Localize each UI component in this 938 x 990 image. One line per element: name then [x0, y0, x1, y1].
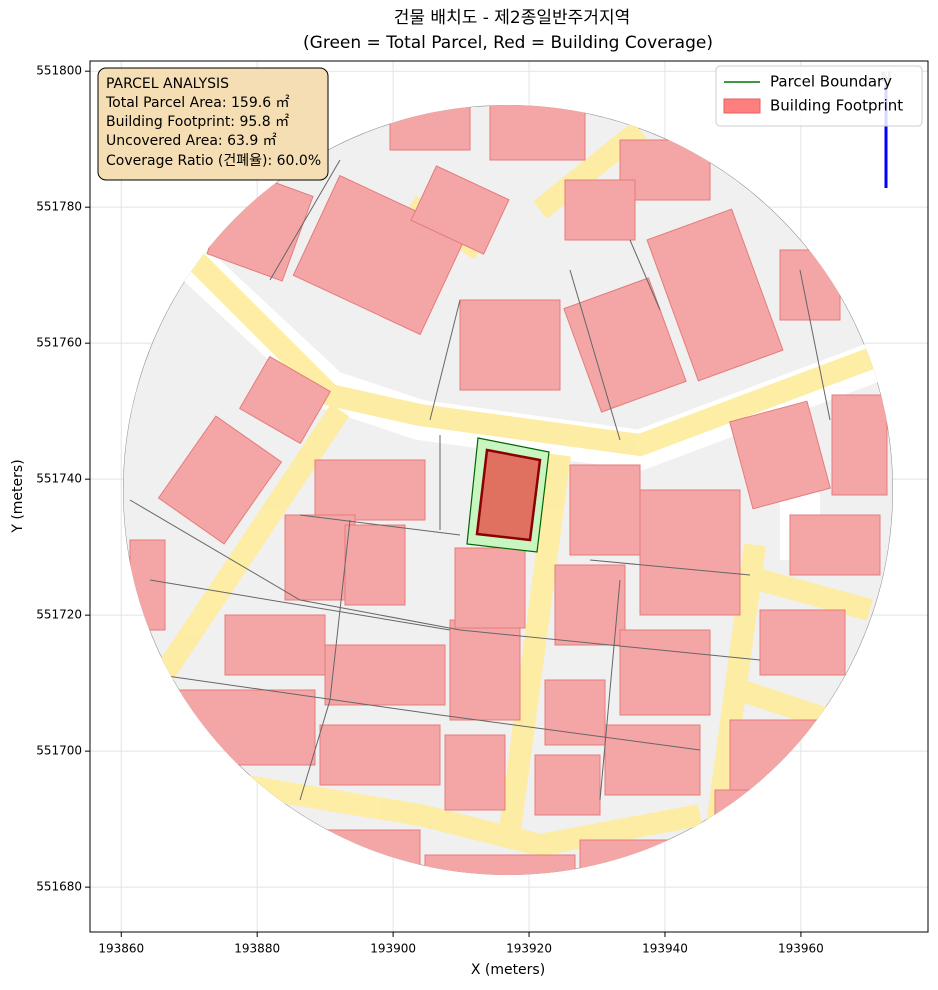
legend-label: Parcel Boundary [770, 73, 892, 91]
legend-box [715, 65, 923, 127]
x-tick-label: 193960 [778, 942, 824, 956]
x-tick-label: 193940 [642, 942, 688, 956]
legend-swatch [723, 98, 761, 114]
x-tick-label: 193880 [234, 942, 280, 956]
annotation-line: Uncovered Area: 63.9 ㎡ [106, 133, 277, 149]
target-building [475, 448, 542, 542]
y-tick-label: 551740 [36, 472, 82, 486]
annotation-line: Building Footprint: 95.8 ㎡ [106, 114, 289, 130]
chart-title: 건물 배치도 - 제2종일반주거지역 [394, 8, 630, 28]
x-axis-label: X (meters) [471, 962, 545, 978]
y-tick-label: 551780 [36, 200, 82, 214]
parcel-lines [129, 159, 831, 801]
y-tick-label: 551720 [36, 608, 82, 622]
y-tick-label: 551680 [36, 880, 82, 894]
y-tick-label: 551700 [36, 744, 82, 758]
plot-frame [89, 60, 929, 933]
x-tick-label: 193920 [506, 942, 552, 956]
chart-subtitle: (Green = Total Parcel, Red = Building Co… [303, 33, 713, 53]
annotation: PARCEL ANALYSIS Total Parcel Area: 159.6… [97, 67, 329, 181]
y-axis-label: Y (meters) [10, 459, 26, 533]
annotation-title: PARCEL ANALYSIS [106, 76, 229, 92]
annotation-line: Coverage Ratio (건폐율): 60.0% [106, 153, 321, 169]
y-tick-label: 551800 [36, 64, 82, 78]
legend-label: Building Footprint [770, 97, 903, 115]
x-tick-label: 193900 [370, 942, 416, 956]
annotation-box [97, 67, 329, 181]
y-tick-label: 551760 [36, 336, 82, 350]
annotation-line: Total Parcel Area: 159.6 ㎡ [105, 95, 290, 111]
legend: Parcel Boundary Building Footprint [715, 65, 923, 127]
x-tick-label: 193860 [98, 942, 144, 956]
